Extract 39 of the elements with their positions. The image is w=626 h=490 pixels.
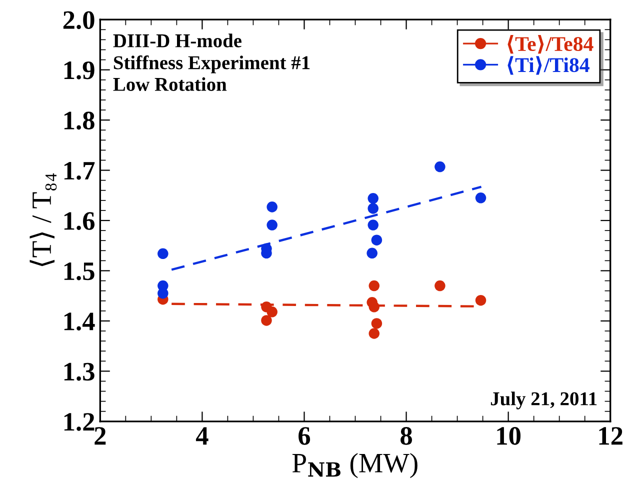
y-axis-title: ⟨T⟩ / T₈₄ bbox=[30, 173, 57, 266]
x-tick-label: 4 bbox=[196, 427, 208, 445]
point bbox=[266, 202, 278, 212]
point bbox=[266, 306, 278, 318]
x-tick-label: 6 bbox=[298, 427, 310, 445]
x-tick-label: 10 bbox=[497, 427, 520, 445]
point bbox=[368, 220, 378, 230]
x-tick-label: 8 bbox=[400, 427, 412, 445]
point bbox=[371, 234, 382, 246]
point bbox=[368, 203, 378, 214]
y-tick-label: 1.3 bbox=[64, 362, 94, 381]
point bbox=[475, 294, 486, 306]
legend-label: ⟨Ti⟩/Ti84 bbox=[508, 56, 590, 75]
point bbox=[368, 328, 380, 339]
y-tick-label: 1.4 bbox=[64, 312, 95, 330]
y-tick-label: 1.7 bbox=[64, 162, 95, 180]
point bbox=[366, 248, 378, 259]
point bbox=[368, 280, 380, 292]
point bbox=[158, 248, 168, 260]
point bbox=[368, 193, 378, 204]
y-tick-label: 1.6 bbox=[64, 212, 95, 230]
point bbox=[261, 315, 272, 326]
y-tick-label: 1.2 bbox=[64, 413, 94, 431]
legend-label: ⟨Te⟩/Te84 bbox=[508, 35, 594, 54]
x-tick-label: 2 bbox=[94, 427, 106, 445]
point bbox=[371, 318, 382, 329]
y-tick-label: 2.0 bbox=[63, 11, 94, 30]
y-tick-label: 1.9 bbox=[64, 62, 94, 80]
y-tick-label: 1.5 bbox=[64, 262, 94, 280]
y-tick-label: 1.8 bbox=[64, 112, 94, 130]
x-axis-title: P$_{NB}$ (MW) bbox=[292, 452, 418, 478]
annotation: July 21, 2011 bbox=[490, 392, 597, 410]
point bbox=[266, 220, 278, 230]
point bbox=[368, 302, 380, 312]
point bbox=[475, 192, 486, 204]
annotation: DIII-D H-mode Stiffness Experiment #1 Low Rotation bbox=[113, 34, 310, 91]
point bbox=[434, 280, 446, 292]
point bbox=[434, 161, 446, 172]
x-tick-label: 12 bbox=[599, 427, 622, 445]
